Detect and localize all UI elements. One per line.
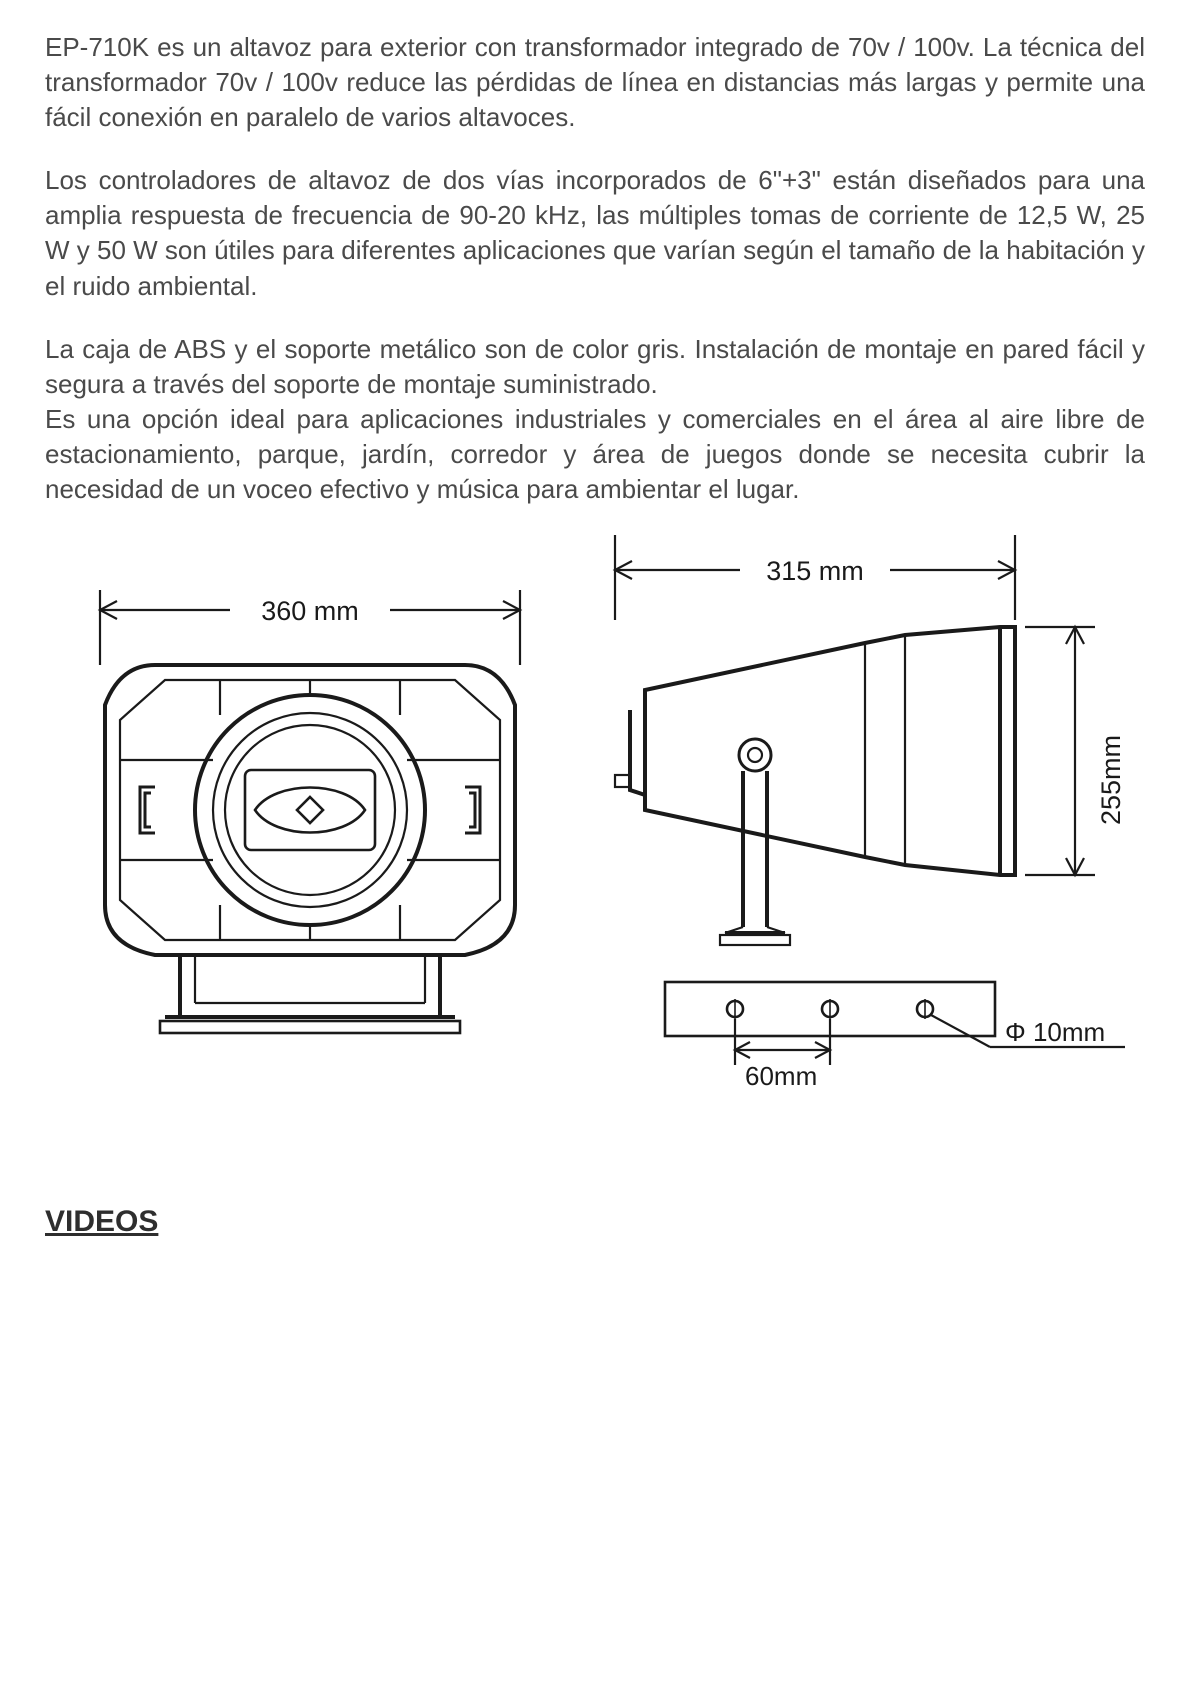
paragraph-1: EP-710K es un altavoz para exterior con … [45,30,1145,135]
side-view-diagram: 315 mm 255mm [585,535,1145,1095]
front-view-diagram: 360 mm [45,535,575,1075]
videos-heading: VIDEOS [45,1205,1145,1239]
dim-bracket-hole-dia: Φ 10mm [1005,1017,1105,1047]
paragraph-3a: La caja de ABS y el soporte metálico son… [45,332,1145,402]
dim-front-width: 360 mm [261,596,359,626]
dim-side-width: 315 mm [766,556,864,586]
dim-bracket-spacing: 60mm [745,1061,817,1091]
diagram-container: 360 mm [45,535,1145,1095]
paragraph-2: Los controladores de altavoz de dos vías… [45,163,1145,303]
dim-side-height: 255mm [1096,735,1126,825]
paragraph-3b: Es una opción ideal para aplicaciones in… [45,402,1145,507]
